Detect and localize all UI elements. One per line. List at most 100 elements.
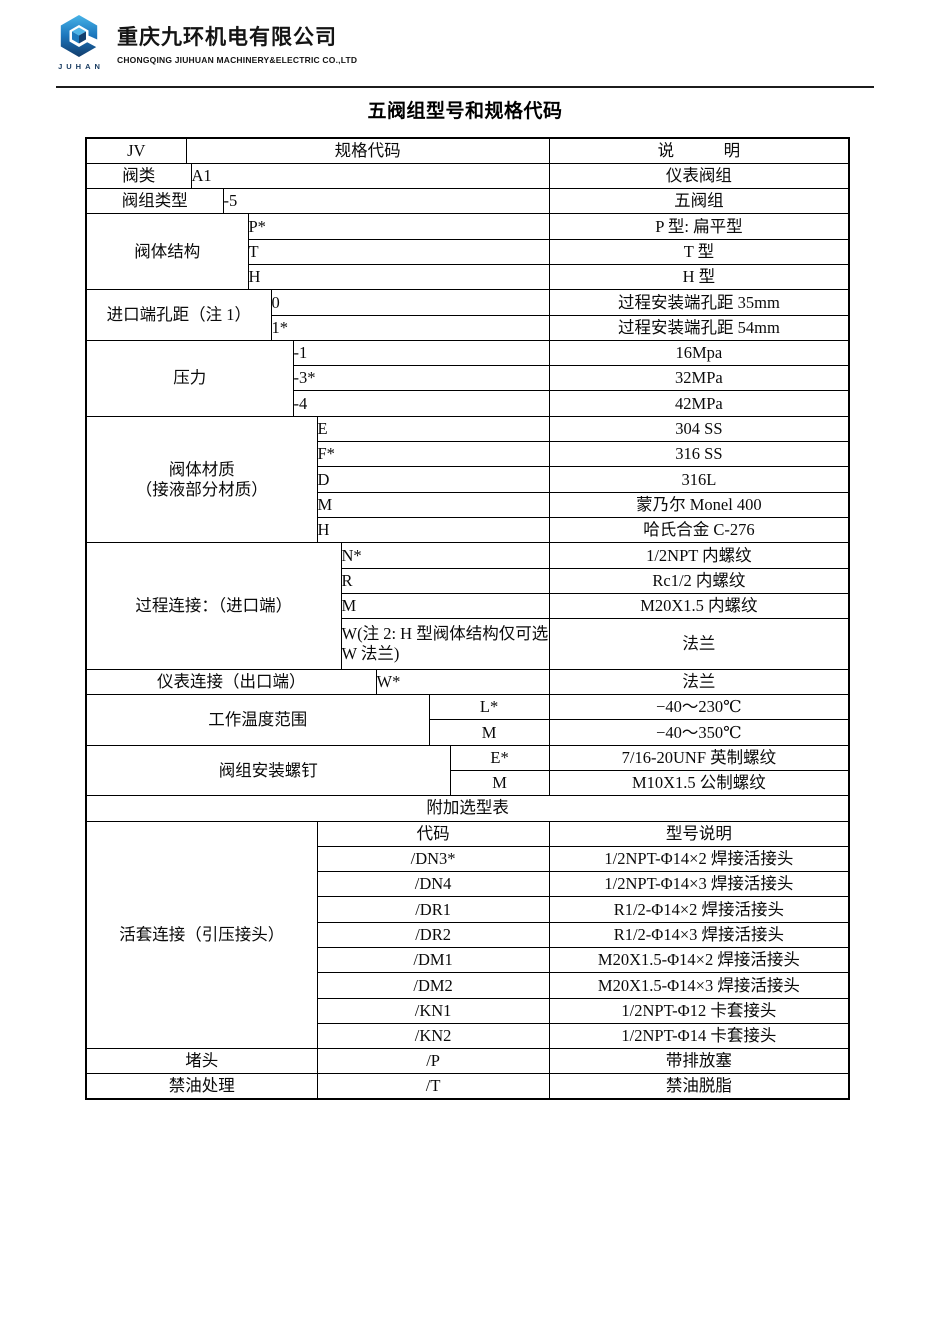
table-row: 附加选型表 (85, 795, 850, 822)
table-row: M M20X1.5 内螺纹 (86, 592, 850, 620)
table-row: 阀类 A1 仪表阀组 (85, 162, 850, 190)
code-cell: /P (316, 1048, 550, 1075)
table-row: H H 型 (86, 263, 850, 291)
label-cell: JV (85, 137, 187, 164)
table-row: 压力 -1 16Mpa (85, 339, 850, 417)
desc-cell: −40～230℃ (548, 694, 850, 721)
desc-cell: 仪表阀组 (548, 162, 850, 190)
table-row: -4 42MPa (86, 390, 850, 417)
code-cell: /DM1 (316, 946, 550, 974)
desc-cell: 1/2NPT-Φ12 卡套接头 (548, 997, 850, 1024)
label-cell: 堵头 (85, 1048, 318, 1075)
table-row: 仪表连接（出口端） W* 法兰 (85, 668, 850, 696)
table-row: M M10X1.5 公制螺纹 (86, 769, 850, 797)
table-row: M 蒙乃尔 Monel 400 (86, 491, 850, 518)
company-name-cn: 重庆九环机电有限公司 (117, 26, 337, 49)
table-row: 过程连接：（进口端） N* 1/2NPT 内螺纹 (85, 542, 850, 670)
label-cell: 禁油处理 (85, 1073, 318, 1100)
desc-cell: 1/2NPT-Φ14×3 焊接活接头 (548, 871, 850, 898)
code-cell: -4 (292, 390, 550, 417)
desc-cell: 1/2NPT-Φ14 卡套接头 (548, 1022, 850, 1050)
code-cell: /KN1 (316, 997, 550, 1024)
desc-cell: 法兰 (548, 668, 850, 696)
desc-cell: M20X1.5-Φ14×3 焊接活接头 (548, 972, 850, 999)
desc-cell: 32MPa (548, 365, 850, 392)
code-cell: -3* (292, 365, 550, 392)
code-cell: T (247, 238, 550, 265)
table-row: /DR1 R1/2-Φ14×2 焊接活接头 (86, 896, 850, 923)
table-row: /DM1 M20X1.5-Φ14×2 焊接活接头 (86, 946, 850, 974)
label-cell: 活套连接（引压接头） (85, 820, 318, 1050)
desc-cell: M10X1.5 公制螺纹 (548, 769, 850, 797)
desc-cell: 蒙乃尔 Monel 400 (548, 491, 850, 518)
page-title: 五阀组型号和规格代码 (367, 101, 563, 122)
table-row: /KN2 1/2NPT-Φ14 卡套接头 (86, 1022, 850, 1050)
table-row: M −40～350℃ (86, 719, 850, 746)
logo-ring (60, 15, 98, 57)
desc-cell: Rc1/2 内螺纹 (548, 567, 850, 594)
code-cell: W* (375, 668, 550, 696)
code-cell: M (316, 491, 550, 518)
code-cell: /DR2 (316, 921, 550, 949)
table-row: JV 规格代码 说 明 (85, 137, 850, 164)
table-row: 堵头 /P 带排放塞 (85, 1048, 850, 1075)
label-cell: 过程连接：（进口端） (85, 542, 342, 670)
table-row: 阀体材质 （接液部分材质） E 304 SS (85, 415, 850, 544)
desc-cell: R1/2-Φ14×3 焊接活接头 (548, 921, 850, 949)
code-cell: D (316, 466, 550, 493)
label-cell: 压力 (85, 339, 294, 417)
desc-cell: 316 SS (548, 441, 850, 468)
code-cell: R (340, 567, 550, 594)
code-cell: L* (428, 694, 550, 721)
code-cell: E* (449, 744, 550, 771)
desc-cell: 7/16-20UNF 英制螺纹 (548, 744, 850, 771)
code-cell: -1 (292, 339, 550, 367)
desc-cell: 42MPa (548, 390, 850, 417)
company-name-en: CHONGQING JIUHUAN MACHINERY&ELECTRIC CO.… (117, 55, 358, 65)
code-cell: /DN3* (316, 845, 550, 873)
spec-table: JV 规格代码 说 明 阀类 A1 仪表阀组 阀组类型 -5 五阀组 阀体结构 … (85, 137, 851, 1101)
table-row: 阀组安装螺钉 E* 7/16-20UNF 英制螺纹 (85, 744, 850, 797)
desc-cell: −40～350℃ (548, 719, 850, 746)
table-row: 1* 过程安装端孔距 54mm (86, 314, 850, 341)
company-name-block: 重庆九环机电有限公司 CHONGQING JIUHUAN MACHINERY&E… (117, 21, 357, 65)
logo-notch (84, 34, 100, 48)
table-row: /DN4 1/2NPT-Φ14×3 焊接活接头 (86, 871, 850, 898)
table-row: /KN1 1/2NPT-Φ12 卡套接头 (86, 997, 850, 1024)
desc-cell: H 型 (548, 263, 850, 291)
company-logo: JUHAN (47, 14, 111, 71)
code-cell: -5 (222, 188, 550, 215)
code-cell: /T (316, 1073, 550, 1100)
code-cell: 0 (270, 289, 550, 316)
code-cell: M (449, 769, 550, 797)
table-row: D 316L (86, 466, 850, 493)
desc-cell: T 型 (548, 238, 850, 265)
desc-cell: 五阀组 (548, 188, 850, 215)
code-cell: /DM2 (316, 972, 550, 999)
code-cell: /DR1 (316, 896, 550, 923)
desc-cell: 过程安装端孔距 35mm (548, 289, 850, 316)
table-row: R Rc1/2 内螺纹 (86, 567, 850, 594)
code-cell: /DN4 (316, 871, 550, 898)
table-row: 阀组类型 -5 五阀组 (85, 188, 850, 215)
desc-cell: M20X1.5 内螺纹 (548, 592, 850, 620)
desc-cell: P 型: 扁平型 (548, 213, 850, 240)
logo-hexagon-icon (60, 15, 100, 57)
logo-cube-left (72, 31, 79, 44)
logo-cube-right (79, 31, 86, 44)
logo-wordmark: JUHAN (58, 62, 104, 71)
code-cell: P* (247, 213, 550, 240)
label-cell: 阀类 (85, 162, 192, 190)
header-divider (56, 86, 874, 88)
table-row: W(注 2: H 型阀体结构仅可选 W 法兰) 法兰 (86, 618, 850, 670)
table-row: F* 316 SS (86, 441, 850, 468)
desc-cell: 316L (548, 466, 850, 493)
desc-cell: R1/2-Φ14×2 焊接活接头 (548, 896, 850, 923)
code-cell: E (316, 415, 550, 443)
label-cell: 阀体材质 （接液部分材质） (85, 415, 318, 544)
desc-header-cell: 说 明 (548, 137, 850, 164)
desc-cell: 哈氏合金 C-276 (548, 516, 850, 544)
table-row: /DR2 R1/2-Φ14×3 焊接活接头 (86, 921, 850, 949)
label-cell: 阀组安装螺钉 (85, 744, 451, 797)
desc-cell: 禁油脱脂 (548, 1073, 850, 1100)
